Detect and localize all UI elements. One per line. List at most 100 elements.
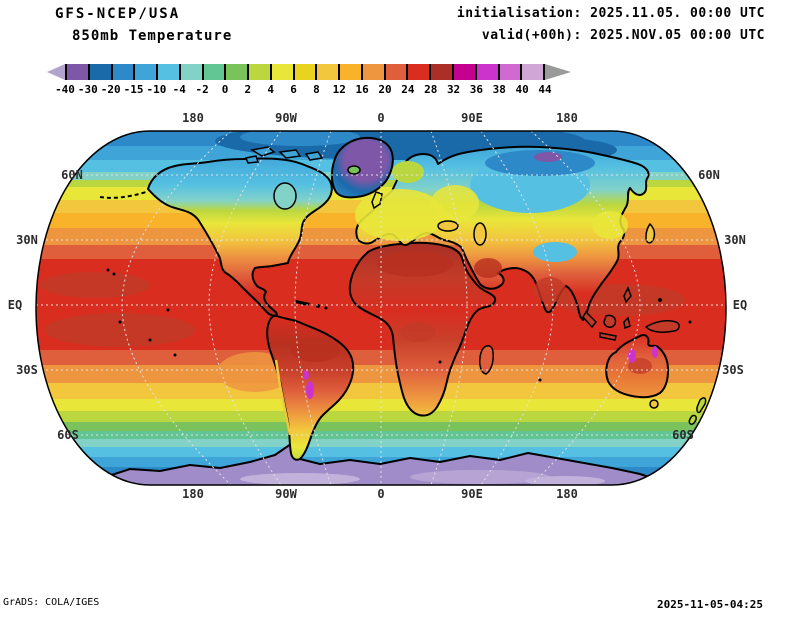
creation-timestamp: 2025-11-05-04:25 xyxy=(657,598,763,611)
lat-label-right-60n: 60N xyxy=(698,168,720,182)
japan xyxy=(645,222,656,244)
colorbar-segment xyxy=(87,64,111,80)
colorbar-segment xyxy=(65,64,88,80)
colorbar-segment xyxy=(224,64,248,80)
lat-label-right-30s: 30S xyxy=(722,363,744,377)
grads-credit: GrADS: COLA/IGES xyxy=(3,597,100,608)
model-title: GFS-NCEP/USA xyxy=(55,6,181,22)
colorbar-segment xyxy=(269,64,293,80)
argentina-hot-spot xyxy=(306,381,314,399)
colorbar-segment xyxy=(406,64,430,80)
lat-label-right-eq: EQ xyxy=(732,298,748,312)
colorbar-tick-label: 28 xyxy=(424,83,438,96)
colorbar-tick-label: 24 xyxy=(401,83,415,96)
australia-hot-spot xyxy=(628,349,636,363)
colorbar-segment xyxy=(383,64,407,80)
lat-label-left-60s: 60S xyxy=(57,428,79,442)
graticule xyxy=(36,131,726,485)
colorbar-tick-label: 20 xyxy=(378,83,392,96)
africa xyxy=(348,241,497,417)
colorbar-segment xyxy=(474,64,498,80)
colorbar-segment xyxy=(429,64,453,80)
north-america xyxy=(99,146,333,317)
colorbar-tick-label: -4 xyxy=(172,83,186,96)
colorbar-tick-label: -20 xyxy=(100,83,121,96)
tasmania xyxy=(649,399,659,409)
lon-label-bottom-180w: 180 xyxy=(182,487,204,501)
lat-label-left-30n: 30N xyxy=(16,233,38,247)
lon-label-bottom-0: 0 xyxy=(377,487,385,501)
colorbar-segment xyxy=(292,64,316,80)
colorbar xyxy=(47,64,571,80)
black-sea xyxy=(437,220,459,232)
colorbar-tick-label: -15 xyxy=(123,83,144,96)
map-outline xyxy=(35,130,727,486)
colorbar-tick-label: -2 xyxy=(195,83,209,96)
colorbar-tick-label: 12 xyxy=(332,83,346,96)
colorbar-left-arrow-icon xyxy=(47,64,65,80)
colorbar-segment xyxy=(156,64,179,80)
init-time-label: initialisation: 2025.11.05. 00:00 UTC xyxy=(456,6,765,21)
south-america xyxy=(266,314,355,461)
lon-label-top-0: 0 xyxy=(377,111,385,125)
colorbar-segment xyxy=(110,64,134,80)
indonesia-islands xyxy=(582,286,680,341)
lat-label-right-30n: 30N xyxy=(724,233,746,247)
new-zealand xyxy=(688,397,707,425)
colorbar-segments xyxy=(65,64,546,80)
lon-label-bottom-90w: 90W xyxy=(275,487,297,501)
lat-label-left-30s: 30S xyxy=(16,363,38,377)
colorbar-tick-labels: -40 -30 -20 -15 -10 -4 -2 0 2 4 6 8 12 16 20 24 28 32 36 38… xyxy=(47,83,627,97)
lon-label-top-90e: 90E xyxy=(461,111,483,125)
madagascar xyxy=(479,345,494,375)
colorbar-tick-label: 32 xyxy=(446,83,461,96)
colorbar-tick-label: 40 xyxy=(515,83,529,96)
hudson-bay xyxy=(273,182,297,210)
colorbar-tick-label: 44 xyxy=(538,83,552,96)
colorbar-tick-label: 36 xyxy=(469,83,484,96)
sahara-hot-patch xyxy=(377,251,453,277)
colorbar-segment xyxy=(520,64,546,80)
colorbar-tick-label: 8 xyxy=(313,83,320,96)
colorbar-tick-label: -30 xyxy=(77,83,98,96)
field-title: 850mb Temperature xyxy=(72,28,233,44)
small-islands xyxy=(106,268,692,382)
british-isles xyxy=(371,191,383,210)
colorbar-tick-label: 16 xyxy=(355,83,369,96)
colorbar-segment xyxy=(201,64,225,80)
colorbar-tick-label: 0 xyxy=(221,83,229,96)
arctic-islands xyxy=(244,146,324,164)
lat-label-left-60n: 60N xyxy=(61,168,83,182)
colorbar-right-arrow-icon xyxy=(545,64,571,80)
aleutian-islands xyxy=(99,191,147,199)
valid-time-label: valid(+00h): 2025.NOV.05 00:00 UTC xyxy=(481,28,765,43)
lon-label-top-180w: 180 xyxy=(182,111,204,125)
lat-label-left-eq: EQ xyxy=(7,298,23,312)
new-guinea xyxy=(644,320,680,333)
colorbar-segment xyxy=(315,64,339,80)
colorbar-segment xyxy=(338,64,361,80)
lon-label-bottom-90e: 90E xyxy=(461,487,483,501)
colorbar-segment xyxy=(178,64,202,80)
colorbar-tick-label: 38 xyxy=(492,83,506,96)
lon-label-top-90w: 90W xyxy=(275,111,297,125)
andes-strip xyxy=(274,359,292,436)
lon-label-top-180e: 180 xyxy=(556,111,578,125)
colorbar-segment xyxy=(247,64,270,80)
antarctica xyxy=(91,439,663,485)
colorbar-tick-label: -10 xyxy=(146,83,167,96)
colorbar-tick-label: 4 xyxy=(267,83,275,96)
tibet-cold-patch xyxy=(533,242,577,262)
colorbar-tick-label: 2 xyxy=(244,83,252,96)
colorbar-segment xyxy=(133,64,157,80)
colorbar-segment xyxy=(497,64,521,80)
iceland xyxy=(347,165,361,175)
colorbar-segment xyxy=(452,64,475,80)
europe-warm-patch xyxy=(355,189,445,241)
lat-label-right-60s: 60S xyxy=(672,428,694,442)
colorbar-segment xyxy=(360,64,384,80)
lon-label-bottom-180e: 180 xyxy=(556,487,578,501)
caspian-sea xyxy=(473,222,487,246)
